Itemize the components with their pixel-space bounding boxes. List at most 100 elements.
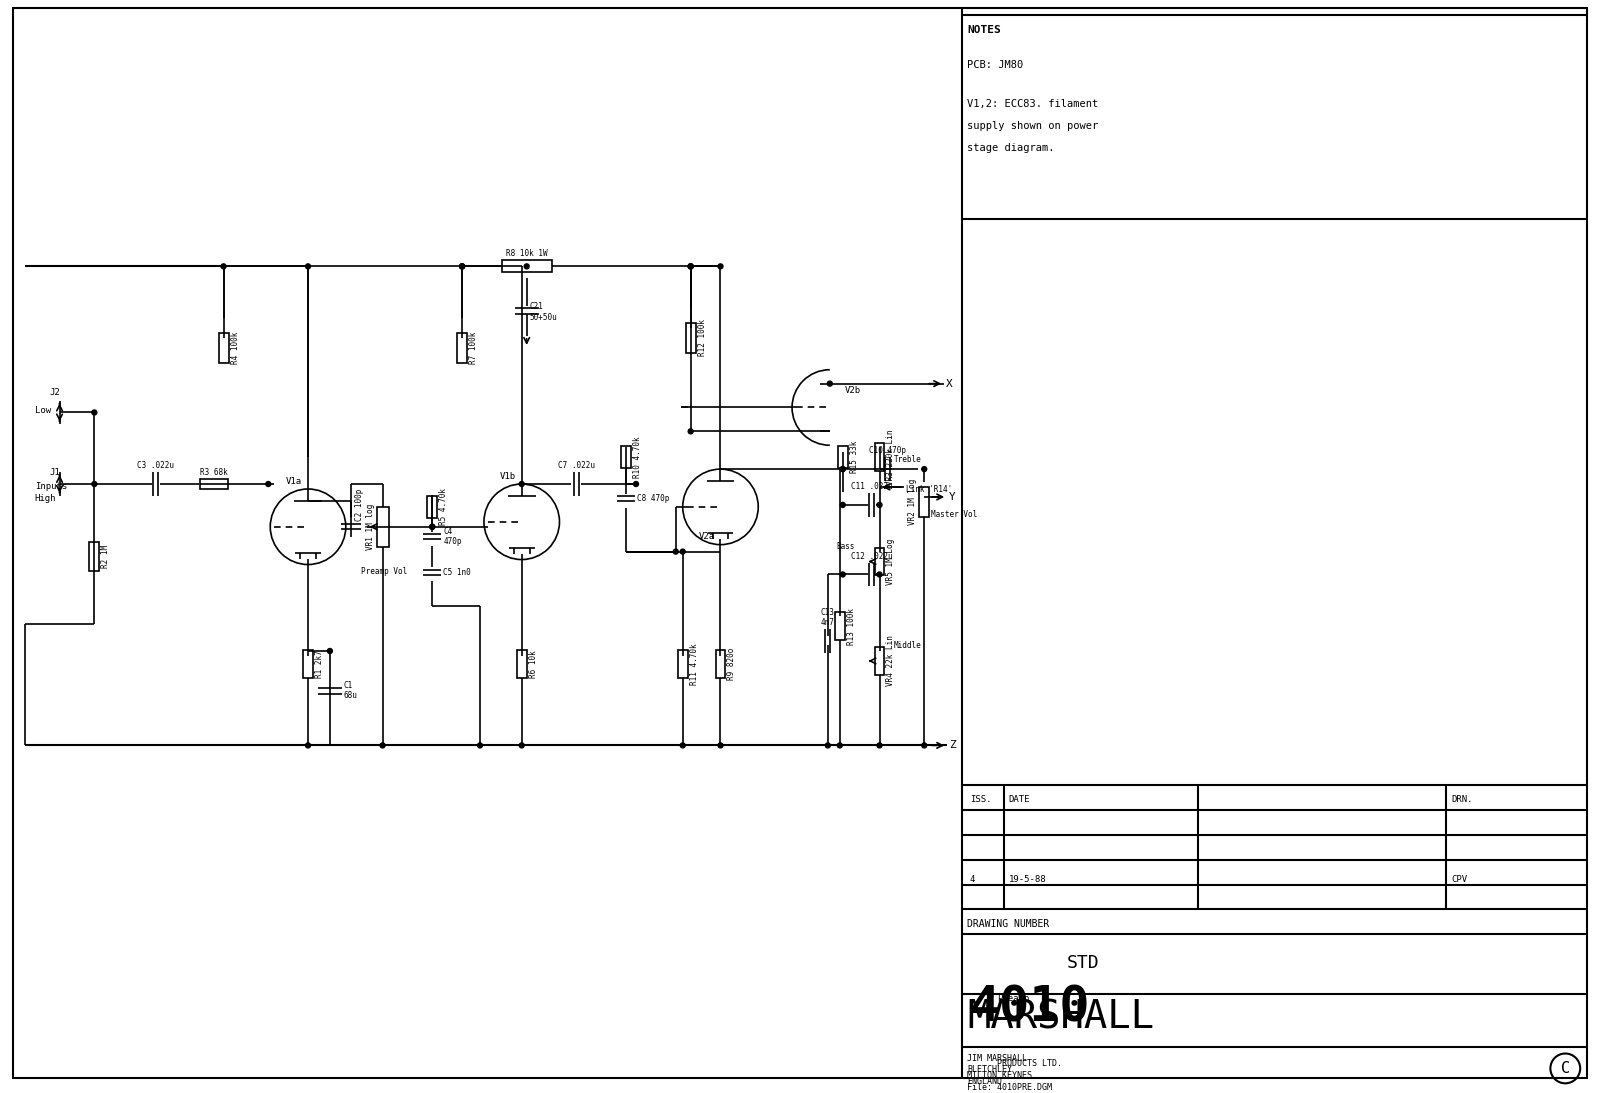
Bar — [835, 612, 845, 640]
Text: R2 1M: R2 1M — [101, 545, 110, 568]
Circle shape — [840, 503, 845, 507]
Bar — [502, 260, 552, 272]
Circle shape — [877, 743, 882, 748]
Text: Middle: Middle — [893, 640, 922, 650]
Text: VR5 1M Log: VR5 1M Log — [886, 539, 896, 585]
Circle shape — [922, 743, 926, 748]
Circle shape — [459, 263, 464, 269]
Text: R1 2k7: R1 2k7 — [315, 650, 323, 678]
Text: VR2 1M log: VR2 1M log — [909, 479, 917, 525]
Text: STD: STD — [1066, 954, 1099, 972]
Text: High: High — [35, 494, 56, 503]
Text: supply shown on power: supply shown on power — [966, 121, 1098, 131]
Text: R3 68k: R3 68k — [200, 468, 227, 477]
Text: V2b: V2b — [845, 386, 861, 395]
Circle shape — [718, 263, 723, 269]
Circle shape — [477, 743, 483, 748]
Text: R13 100k: R13 100k — [846, 608, 856, 645]
Circle shape — [266, 482, 270, 486]
Text: Z: Z — [949, 740, 955, 751]
Text: C5 1n0: C5 1n0 — [443, 568, 470, 577]
Text: 19-5-88: 19-5-88 — [1008, 874, 1046, 883]
Text: VR1 1M log: VR1 1M log — [366, 504, 374, 550]
Text: DRAWING NUMBER: DRAWING NUMBER — [966, 919, 1050, 929]
Bar — [458, 333, 467, 363]
Circle shape — [459, 263, 464, 269]
Bar — [678, 650, 688, 678]
Circle shape — [430, 525, 435, 529]
Text: C4
470p: C4 470p — [443, 527, 462, 546]
Bar — [302, 650, 314, 678]
Text: Y: Y — [949, 492, 955, 502]
Circle shape — [837, 743, 842, 748]
Text: C11 .022u: C11 .022u — [851, 482, 893, 491]
Text: C8 470p: C8 470p — [637, 494, 669, 504]
Text: R6 10k: R6 10k — [528, 650, 538, 678]
Text: C3 .022u: C3 .022u — [138, 461, 174, 470]
Bar — [838, 446, 848, 468]
Circle shape — [306, 263, 310, 269]
Circle shape — [520, 743, 525, 748]
Circle shape — [459, 263, 464, 269]
Text: V1a: V1a — [286, 477, 302, 486]
Circle shape — [328, 648, 333, 654]
Bar — [621, 446, 630, 468]
Circle shape — [520, 482, 525, 486]
Text: X: X — [946, 378, 954, 389]
Text: MARSHALL: MARSHALL — [966, 999, 1154, 1037]
Circle shape — [877, 572, 882, 577]
Circle shape — [674, 549, 678, 554]
Text: 4: 4 — [970, 874, 976, 883]
Circle shape — [91, 482, 98, 486]
Text: 4010: 4010 — [970, 984, 1091, 1032]
Bar — [90, 542, 99, 572]
Text: R9 820o: R9 820o — [728, 648, 736, 680]
Circle shape — [826, 743, 830, 748]
Text: R4 100k: R4 100k — [230, 331, 240, 364]
Circle shape — [221, 263, 226, 269]
Text: R7 100k: R7 100k — [469, 331, 478, 364]
Circle shape — [840, 467, 845, 471]
Bar — [875, 647, 885, 674]
Text: V1,2: ECC83. filament: V1,2: ECC83. filament — [966, 99, 1098, 109]
Circle shape — [840, 467, 845, 471]
Text: Link 'R14': Link 'R14' — [906, 485, 952, 494]
Text: DATE: DATE — [1008, 795, 1030, 804]
Text: CPV: CPV — [1451, 874, 1467, 883]
Text: Low: Low — [35, 406, 51, 414]
Text: C13
4n7: C13 4n7 — [821, 608, 835, 627]
Text: Bass: Bass — [837, 542, 854, 551]
Text: ENGLAND: ENGLAND — [966, 1078, 1002, 1086]
Circle shape — [306, 743, 310, 748]
Circle shape — [922, 467, 926, 471]
Text: J2: J2 — [50, 388, 61, 397]
Text: NOTES: NOTES — [966, 25, 1000, 35]
Bar — [875, 444, 885, 471]
Text: C7 .022u: C7 .022u — [558, 461, 595, 470]
Text: V1b: V1b — [499, 472, 515, 481]
Text: Master Vol: Master Vol — [931, 509, 978, 519]
Circle shape — [634, 482, 638, 486]
Text: V2a: V2a — [699, 531, 715, 541]
Bar — [715, 650, 725, 678]
Circle shape — [525, 263, 530, 269]
Text: PCB: JM80: PCB: JM80 — [966, 60, 1024, 70]
Text: Preamp: Preamp — [997, 994, 1029, 1003]
Text: C12 .022u: C12 .022u — [851, 552, 893, 561]
Text: R5 4.70k: R5 4.70k — [440, 489, 448, 526]
Circle shape — [430, 525, 435, 529]
Text: R15 33k: R15 33k — [850, 440, 859, 473]
Circle shape — [688, 263, 693, 269]
Text: Treble: Treble — [893, 455, 922, 465]
Circle shape — [688, 263, 693, 269]
Text: C10 470p: C10 470p — [869, 446, 906, 455]
Circle shape — [688, 428, 693, 434]
Text: C2 100p: C2 100p — [355, 489, 363, 521]
Text: R12 100k: R12 100k — [698, 319, 707, 356]
Text: R10 4.70k: R10 4.70k — [634, 436, 642, 478]
Text: C: C — [1560, 1061, 1570, 1076]
Bar — [686, 324, 696, 353]
Text: File: 4010PRE.DGM: File: 4010PRE.DGM — [966, 1083, 1051, 1092]
Text: PRODUCTS LTD.: PRODUCTS LTD. — [966, 1059, 1062, 1069]
Circle shape — [718, 743, 723, 748]
